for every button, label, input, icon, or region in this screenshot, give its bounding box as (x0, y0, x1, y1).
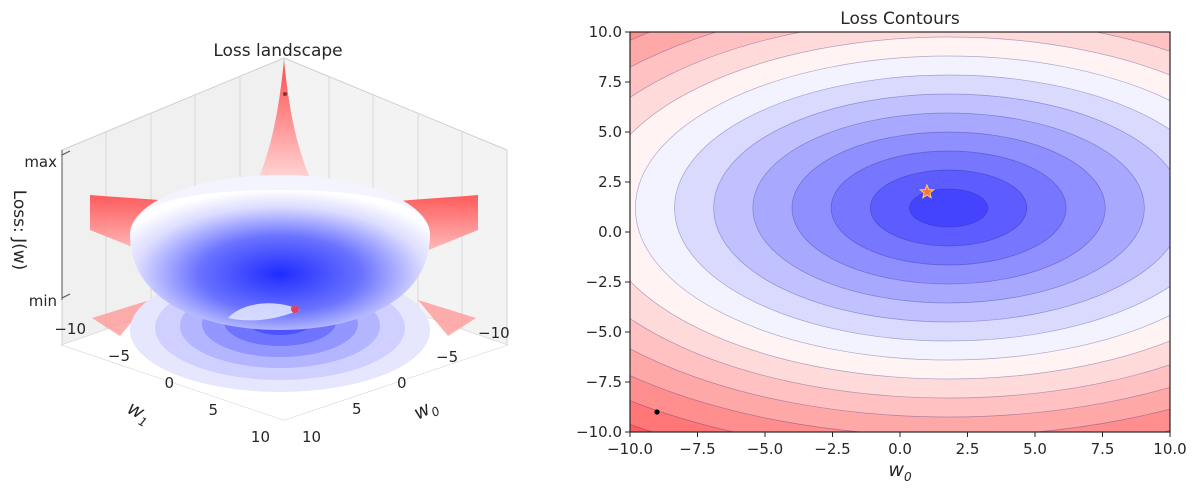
w1-tick-4: 10 (251, 428, 270, 446)
w0-tick-1: −5 (436, 348, 458, 366)
z-tick-min: min (29, 292, 57, 310)
contour-y-tick-label: 2.5 (598, 173, 622, 191)
surface-current-marker (283, 92, 287, 96)
contour-x-tick-label: 5.0 (1023, 440, 1047, 458)
contour-plot: Loss Contours −10.0 −7.5 −5.0 −2.5 0.0 2.5 5.0… (576, 9, 1187, 484)
contour-x-tick-label: −7.5 (679, 440, 715, 458)
contour-x-ticks: −10.0 −7.5 −5.0 −2.5 0.0 2.5 5.0 7.5 10.0 (607, 432, 1187, 458)
contour-y-tick-label: 7.5 (598, 73, 622, 91)
contour-markers (654, 183, 936, 415)
contour-y-tick-label: −10.0 (576, 423, 622, 441)
contour-y-tick-label: 5.0 (598, 123, 622, 141)
z-axis: max min Loss: J(w) (9, 150, 71, 310)
w0-tick-3: 5 (352, 400, 362, 418)
surface-title: Loss landscape (213, 41, 342, 61)
z-axis-label: Loss: J(w) (9, 190, 29, 271)
contour-x-tick-label: 10.0 (1153, 440, 1186, 458)
w0-tick-4: 10 (302, 428, 321, 446)
contour-level-1 (909, 188, 989, 228)
contour-y-tick-label: −2.5 (586, 273, 622, 291)
w1-tick-1: −5 (108, 347, 130, 365)
w0-tick-2: 0 (397, 374, 407, 392)
contour-x-tick-label: 7.5 (1091, 440, 1115, 458)
w1-tick-3: 5 (208, 401, 218, 419)
surface-minimum-marker (291, 305, 299, 313)
contour-y-ticks: 10.0 7.5 5.0 2.5 0.0 −2.5 −5.0 −7.5 −10.0 (576, 23, 630, 441)
contour-x-tick-label: −5.0 (747, 440, 783, 458)
w0-axis-label: w0 (410, 394, 443, 427)
contour-x-tick-label: 0.0 (888, 440, 912, 458)
contour-x-tick-label: 2.5 (956, 440, 980, 458)
surface-bowl (130, 92, 430, 330)
contour-levels (630, 32, 1170, 432)
w0-tick-0: −10 (478, 324, 510, 342)
contour-x-axis-label: w0 (888, 459, 912, 484)
w1-tick-2: 0 (164, 374, 174, 392)
w1-axis-label: w1 (122, 397, 154, 430)
contour-current-point (654, 409, 660, 415)
contour-y-tick-label: 10.0 (589, 23, 622, 41)
surface-plot: Loss landscape (9, 41, 510, 446)
contour-title: Loss Contours (840, 9, 960, 29)
z-tick-max: max (24, 153, 57, 171)
contour-y-tick-label: −7.5 (586, 373, 622, 391)
contour-y-tick-label: −5.0 (586, 323, 622, 341)
contour-y-tick-label: 0.0 (598, 223, 622, 241)
contour-minimum-star (918, 183, 936, 199)
w1-tick-0: −10 (54, 320, 86, 338)
contour-x-tick-label: −10.0 (607, 440, 653, 458)
contour-x-tick-label: −2.5 (814, 440, 850, 458)
